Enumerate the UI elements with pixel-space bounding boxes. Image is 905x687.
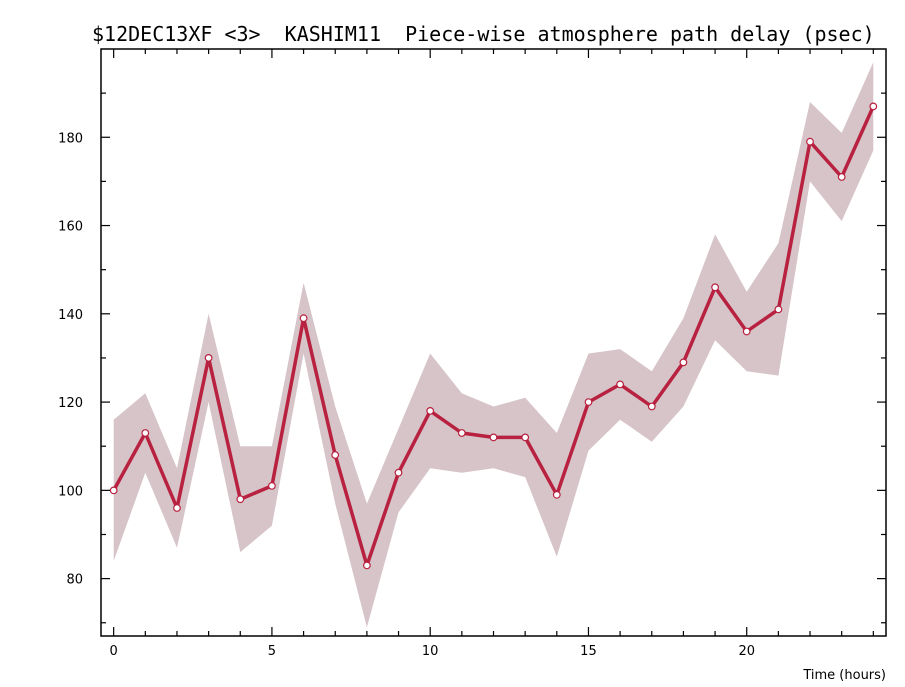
x-tick-label: 15 — [580, 644, 597, 659]
data-point — [584, 398, 593, 407]
data-point — [711, 283, 719, 292]
error-band-layer — [113, 62, 874, 628]
data-point — [521, 433, 530, 442]
y-tick-label: 80 — [66, 573, 83, 588]
data-point — [837, 173, 846, 181]
data-point — [774, 305, 783, 314]
data-point — [204, 354, 213, 362]
data-point — [331, 451, 340, 459]
data-point — [236, 495, 245, 504]
data-point — [869, 102, 878, 111]
y-tick-label: 160 — [58, 220, 83, 235]
y-tick-label: 140 — [58, 308, 83, 323]
data-point — [268, 482, 276, 490]
data-point — [742, 327, 751, 336]
chart-title: $12DEC13XF <3> KASHIM11 Piece-wise atmos… — [92, 22, 875, 46]
data-point — [679, 358, 688, 367]
y-tick-label: 120 — [58, 396, 83, 411]
data-point — [489, 433, 498, 442]
x-tick-label: 5 — [268, 644, 276, 659]
data-point — [552, 490, 561, 499]
x-tick-label: 20 — [738, 644, 755, 659]
data-point — [647, 402, 656, 411]
x-tick-label: 0 — [110, 644, 118, 659]
y-tick-label: 180 — [58, 131, 83, 146]
data-point — [299, 314, 308, 323]
x-tick-label: 10 — [422, 644, 439, 659]
data-point — [616, 380, 624, 389]
data-point — [173, 504, 181, 512]
error-band — [113, 62, 874, 628]
y-tick-label: 100 — [58, 484, 83, 499]
data-point — [363, 561, 371, 570]
data-point — [426, 407, 435, 415]
data-points-layer — [109, 102, 878, 570]
axis-ticks-layer: 0 5 10 15 20 80 100 120 140 160 180 — [58, 49, 886, 659]
data-point — [394, 468, 403, 477]
data-point — [806, 137, 814, 146]
x-axis-label: Time (hours) — [802, 668, 886, 683]
data-point — [457, 429, 466, 437]
data-point — [141, 429, 150, 437]
data-point — [109, 486, 118, 495]
